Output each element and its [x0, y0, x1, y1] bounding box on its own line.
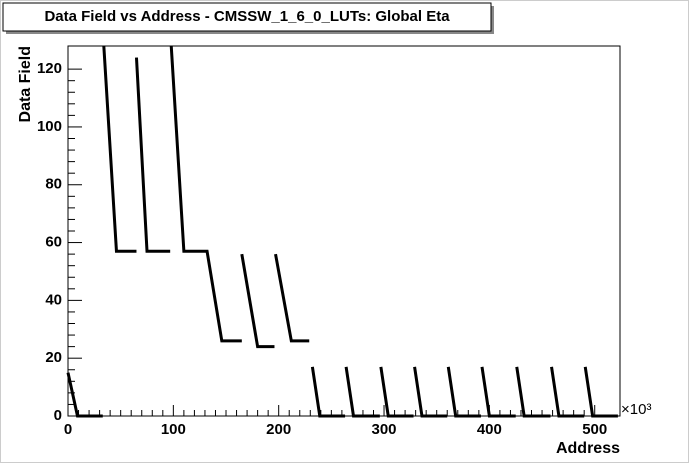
x-tick-label: 0 — [64, 421, 72, 438]
data-line — [274, 253, 310, 343]
y-tick-label: 60 — [45, 234, 62, 251]
y-tick-label: 20 — [45, 349, 62, 366]
data-line — [310, 366, 346, 418]
y-tick-label: 120 — [37, 60, 62, 77]
data-line — [102, 45, 137, 253]
data-line — [515, 366, 551, 418]
data-line — [550, 366, 585, 418]
data-line — [344, 366, 380, 418]
x-tick-label: 400 — [477, 421, 502, 438]
x-tick-label: 100 — [161, 421, 186, 438]
data-line — [413, 366, 448, 418]
data-line — [240, 253, 275, 349]
x-axis-label: Address — [556, 440, 620, 457]
data-line — [169, 45, 242, 343]
chart-title: Data Field vs Address - CMSSW_1_6_0_LUTs… — [44, 8, 450, 25]
y-tick-label: 0 — [54, 407, 62, 424]
title-box — [2, 2, 492, 32]
data-line — [134, 57, 171, 253]
data-line — [379, 366, 414, 418]
x-tick-label: 500 — [582, 421, 607, 438]
x-tick-label: 300 — [372, 421, 397, 438]
data-line — [66, 372, 103, 418]
data-line — [480, 366, 516, 418]
y-tick-label: 100 — [37, 118, 62, 135]
x-exponent: ×10³ — [621, 401, 651, 418]
y-tick-label: 80 — [45, 176, 62, 193]
data-line — [583, 366, 618, 418]
x-tick-label: 200 — [266, 421, 291, 438]
data-line — [446, 366, 481, 418]
y-tick-label: 40 — [45, 291, 62, 308]
y-axis-label: Data Field — [17, 46, 34, 122]
